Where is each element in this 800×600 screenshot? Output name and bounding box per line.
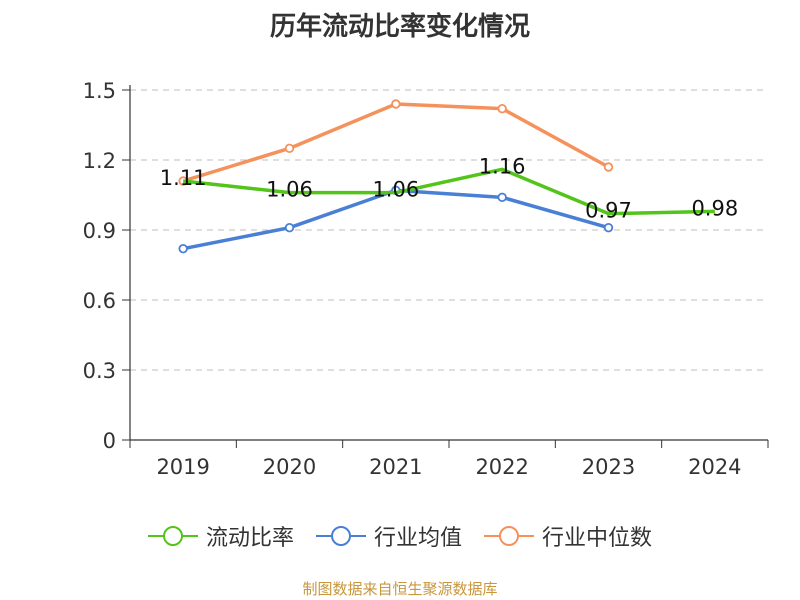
legend: 流动比率 行业均值 行业中位数 xyxy=(0,520,800,552)
legend-label-industry-median: 行业中位数 xyxy=(542,526,653,551)
data-point xyxy=(391,99,401,109)
data-label: 0.98 xyxy=(691,196,738,220)
legend-item-current-ratio[interactable]: 流动比率 xyxy=(147,520,294,552)
data-point xyxy=(603,162,614,172)
y-tick-label: 1.2 xyxy=(83,149,116,173)
legend-label-industry-mean: 行业均值 xyxy=(373,526,462,551)
data-point xyxy=(497,103,507,114)
x-tick-label: 2021 xyxy=(369,455,422,479)
data-label: 1.11 xyxy=(160,166,207,190)
series-line-0 xyxy=(182,167,715,216)
data-point xyxy=(497,192,507,203)
chart-title: 历年流动比率变化情况 xyxy=(269,12,530,42)
data-labels: 1.11 1.06 1.06 1.16 0.97 0.98 xyxy=(160,154,738,222)
data-label: 1.06 xyxy=(372,178,419,202)
x-tick-label: 2022 xyxy=(475,455,528,479)
data-label: 1.16 xyxy=(479,154,526,178)
legend-swatch-current-ratio-icon xyxy=(147,526,198,546)
y-tick-label: 0.9 xyxy=(83,219,116,243)
legend-swatch-industry-mean-icon xyxy=(315,526,366,546)
data-point xyxy=(178,243,188,254)
x-tick-label: 2019 xyxy=(156,455,209,479)
data-label: 1.06 xyxy=(266,178,313,202)
legend-swatch-industry-median-icon xyxy=(484,526,534,546)
legend-label-current-ratio: 流动比率 xyxy=(205,526,294,551)
y-tick-label: 0.3 xyxy=(83,359,116,383)
series-line-2 xyxy=(182,102,610,183)
source-note: 制图数据来自恒生聚源数据库 xyxy=(302,580,498,598)
data-point xyxy=(603,222,614,233)
legend-item-industry-median[interactable]: 行业中位数 xyxy=(484,520,652,552)
data-label: 0.97 xyxy=(585,199,632,223)
data-point xyxy=(284,143,295,154)
data-point xyxy=(284,222,295,233)
x-tick-label: 2020 xyxy=(263,455,316,479)
y-tick-label: 0.6 xyxy=(83,289,116,313)
series-lines xyxy=(178,99,715,254)
y-tick-label: 1.5 xyxy=(83,79,116,103)
x-tick-label: 2024 xyxy=(688,455,741,479)
legend-item-industry-mean[interactable]: 行业均值 xyxy=(315,520,462,552)
x-tick-label: 2023 xyxy=(582,455,635,479)
grid-lines xyxy=(130,89,768,371)
axes: 0 0.3 0.6 0.9 1.2 1.5 2019 2020 2021 2022 2023 2024 xyxy=(83,79,769,479)
y-tick-label: 0 xyxy=(103,429,116,453)
